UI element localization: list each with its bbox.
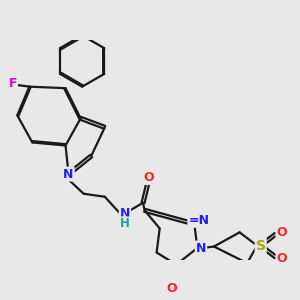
Text: N: N <box>63 168 74 181</box>
Text: N: N <box>196 242 206 254</box>
Text: O: O <box>167 282 177 295</box>
Text: N: N <box>120 207 130 220</box>
Text: O: O <box>277 252 287 265</box>
Text: O: O <box>277 226 287 239</box>
Text: H: H <box>120 218 130 230</box>
Text: =N: =N <box>188 214 209 227</box>
Text: O: O <box>144 171 154 184</box>
Text: S: S <box>256 238 266 253</box>
Text: F: F <box>8 77 17 90</box>
